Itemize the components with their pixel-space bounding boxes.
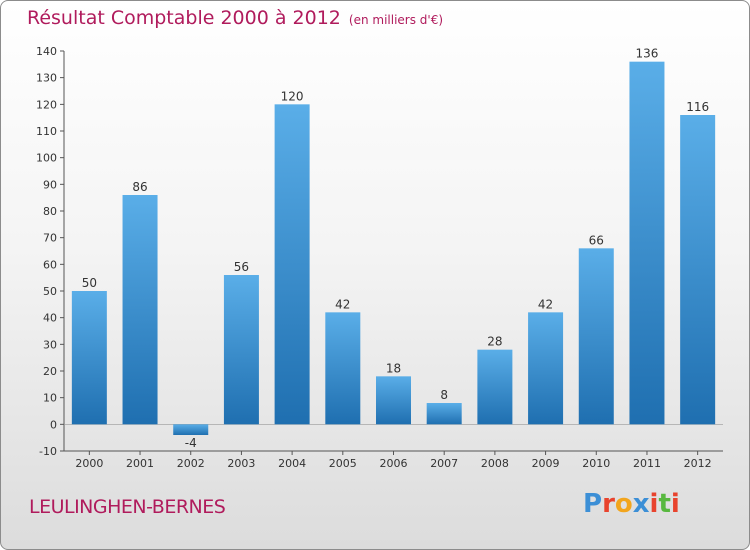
data-label: 50: [82, 276, 97, 290]
logo-letter: o: [614, 489, 633, 519]
data-label: 18: [386, 361, 401, 375]
x-tick-label: 2010: [582, 457, 610, 470]
logo-letter: x: [632, 489, 650, 519]
bar: [173, 424, 209, 435]
bar: [629, 61, 665, 425]
y-tick-label: 0: [50, 418, 57, 431]
bar: [122, 195, 158, 425]
bar: [325, 312, 361, 425]
y-tick-label: 80: [43, 205, 57, 218]
bar: [223, 275, 259, 425]
y-tick-label: 10: [43, 392, 57, 405]
data-label: 42: [335, 297, 350, 311]
logo-letter: i: [649, 489, 659, 519]
data-label: 66: [589, 233, 604, 247]
x-tick-label: 2004: [278, 457, 306, 470]
bar: [680, 115, 716, 425]
bar: [376, 376, 411, 425]
x-tick-label: 2000: [75, 457, 103, 470]
x-tick-label: 2009: [532, 457, 560, 470]
x-tick-label: 2003: [227, 457, 255, 470]
data-label: -4: [185, 436, 197, 450]
logo-letter: r: [602, 489, 615, 519]
location-name: LEULINGHEN-BERNES: [29, 496, 226, 518]
x-tick-label: 2008: [481, 457, 509, 470]
y-tick-label: 110: [36, 125, 57, 138]
y-tick-label: 70: [43, 232, 57, 245]
x-tick-label: 2011: [633, 457, 661, 470]
data-label: 86: [132, 180, 147, 194]
x-tick-label: 2012: [684, 457, 712, 470]
y-tick-label: 90: [43, 178, 57, 191]
data-label: 120: [281, 89, 304, 103]
x-tick-label: 2005: [329, 457, 357, 470]
data-label: 8: [440, 388, 448, 402]
y-tick-label: 130: [36, 72, 57, 85]
bar: [578, 248, 614, 425]
x-tick-label: 2002: [177, 457, 205, 470]
logo-letter: P: [583, 489, 603, 519]
data-label: 116: [686, 100, 709, 114]
y-tick-label: 120: [36, 98, 57, 111]
bar: [426, 403, 462, 425]
y-tick-label: 100: [36, 152, 57, 165]
logo-letter: i: [670, 489, 680, 519]
x-tick-label: 2007: [430, 457, 458, 470]
y-tick-label: 30: [43, 338, 57, 351]
logo-letter: t: [658, 489, 671, 519]
proxiti-logo: Proxiti: [583, 489, 680, 519]
y-tick-label: 40: [43, 312, 57, 325]
data-label: 136: [636, 47, 659, 61]
bar: [71, 291, 107, 425]
bar: [274, 104, 310, 425]
bar: [477, 349, 513, 425]
x-tick-label: 2006: [380, 457, 408, 470]
y-tick-label: -10: [39, 445, 57, 458]
data-label: 28: [487, 335, 502, 349]
x-tick-label: 2001: [126, 457, 154, 470]
bar: [528, 312, 564, 425]
y-tick-label: 140: [36, 45, 57, 58]
data-label: 56: [234, 260, 249, 274]
y-tick-label: 60: [43, 258, 57, 271]
y-tick-label: 50: [43, 285, 57, 298]
y-tick-label: 20: [43, 365, 57, 378]
title-unit: (en milliers d'€): [348, 13, 444, 27]
title-main: Résultat Comptable 2000 à 2012: [27, 7, 341, 29]
data-label: 42: [538, 297, 553, 311]
chart-title: Résultat Comptable 2000 à 2012 (en millie…: [27, 7, 443, 29]
